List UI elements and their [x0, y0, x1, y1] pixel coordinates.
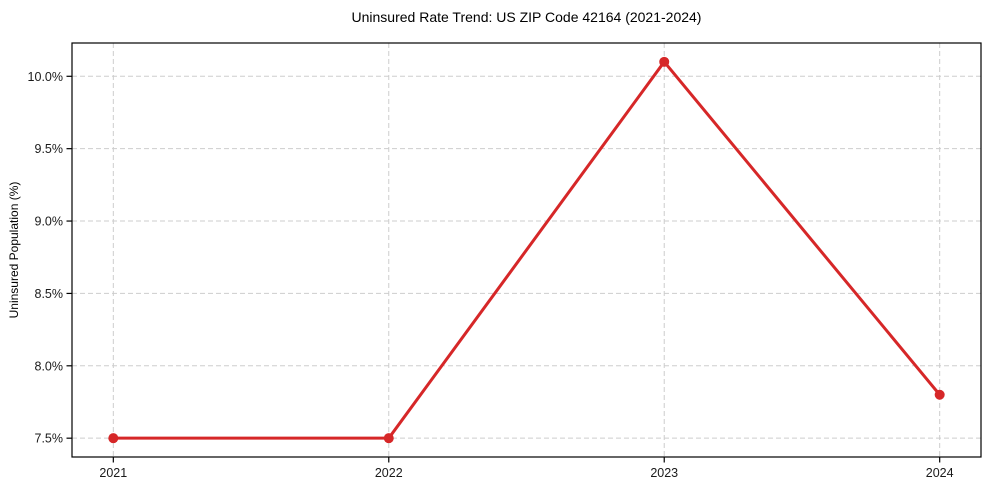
data-point-2021	[108, 433, 119, 444]
trend-line	[111, 60, 942, 440]
y-axis-label: Uninsured Population (%)	[7, 181, 21, 319]
y-tick-label: 8.0%	[35, 359, 64, 373]
y-tick-label: 8.5%	[35, 287, 64, 301]
x-tick-label: 2022	[375, 466, 403, 480]
y-tick-label: 9.5%	[35, 142, 64, 156]
data-point-2024	[934, 389, 945, 400]
y-tick-label: 10.0%	[28, 70, 63, 84]
x-tick-label: 2023	[650, 466, 678, 480]
y-tick-label: 7.5%	[35, 432, 64, 446]
plot-border	[71, 42, 982, 458]
y-tick-label: 9.0%	[35, 215, 64, 229]
data-point-2022	[383, 433, 394, 444]
chart-title: Uninsured Rate Trend: US ZIP Code 42164 …	[351, 9, 702, 25]
x-tick-label: 2021	[99, 466, 127, 480]
x-tick-label: 2024	[926, 466, 954, 480]
data-point-2023	[659, 56, 670, 67]
